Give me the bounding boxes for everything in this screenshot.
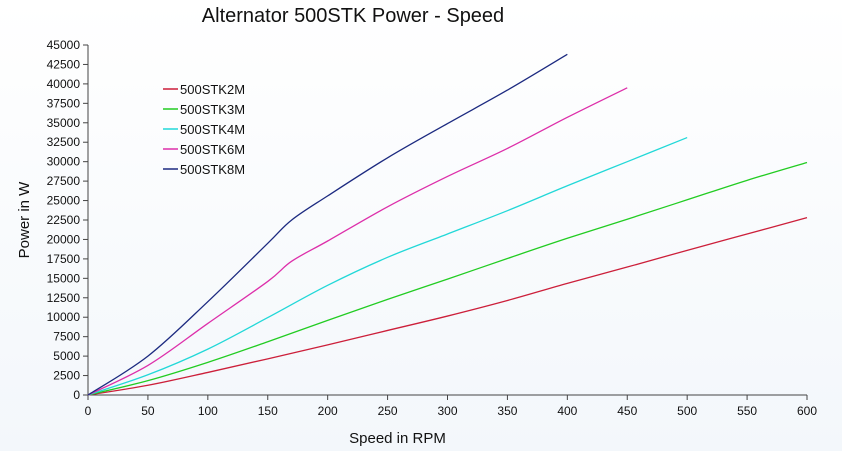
y-tick-label: 35000 [47,116,81,130]
y-tick-label: 7500 [53,330,80,344]
legend-label-500stk4m: 500STK4M [180,122,245,137]
x-tick-label: 600 [797,404,817,418]
x-tick-label: 550 [737,404,757,418]
y-tick-label: 20000 [47,232,81,246]
y-tick-label: 30000 [47,155,81,169]
y-tick-label: 12500 [47,291,81,305]
x-axis-title: Speed in RPM [349,430,446,447]
y-tick-label: 27500 [47,174,81,188]
y-tick-label: 40000 [47,77,81,91]
series-line-500stk2m [87,217,808,396]
series-line-500stk6m [87,87,628,396]
x-tick-label: 50 [141,404,155,418]
y-tick-label: 5000 [53,349,80,363]
series-line-500stk8m [87,53,568,396]
y-tick-label: 17500 [47,252,81,266]
x-tick-label: 200 [318,404,338,418]
legend-label-500stk6m: 500STK6M [180,142,245,157]
series-line-500stk4m [87,136,688,396]
y-tick-label: 22500 [47,213,81,227]
legend-label-500stk8m: 500STK8M [180,162,245,177]
x-tick-label: 500 [677,404,697,418]
x-tick-label: 250 [378,404,398,418]
y-tick-label: 32500 [47,135,81,149]
chart-title: Alternator 500STK Power - Speed [202,5,504,27]
y-axis-title: Power in W [16,181,33,259]
y-tick-label: 10000 [47,310,81,324]
y-tick-label: 25000 [47,194,81,208]
y-tick-label: 45000 [47,38,81,52]
x-tick-label: 100 [198,404,218,418]
y-tick-label: 2500 [53,369,80,383]
y-tick-label: 15000 [47,271,81,285]
legend-label-500stk3m: 500STK3M [180,102,245,117]
y-tick-label: 37500 [47,96,81,110]
series-line-500stk3m [87,161,808,396]
x-tick-label: 150 [258,404,278,418]
y-tick-label: 0 [73,388,80,402]
x-tick-label: 0 [85,404,92,418]
x-tick-label: 400 [557,404,577,418]
x-tick-label: 300 [437,404,457,418]
x-tick-label: 450 [617,404,637,418]
x-tick-label: 350 [497,404,517,418]
y-tick-label: 42500 [47,57,81,71]
legend-label-500stk2m: 500STK2M [180,82,245,97]
